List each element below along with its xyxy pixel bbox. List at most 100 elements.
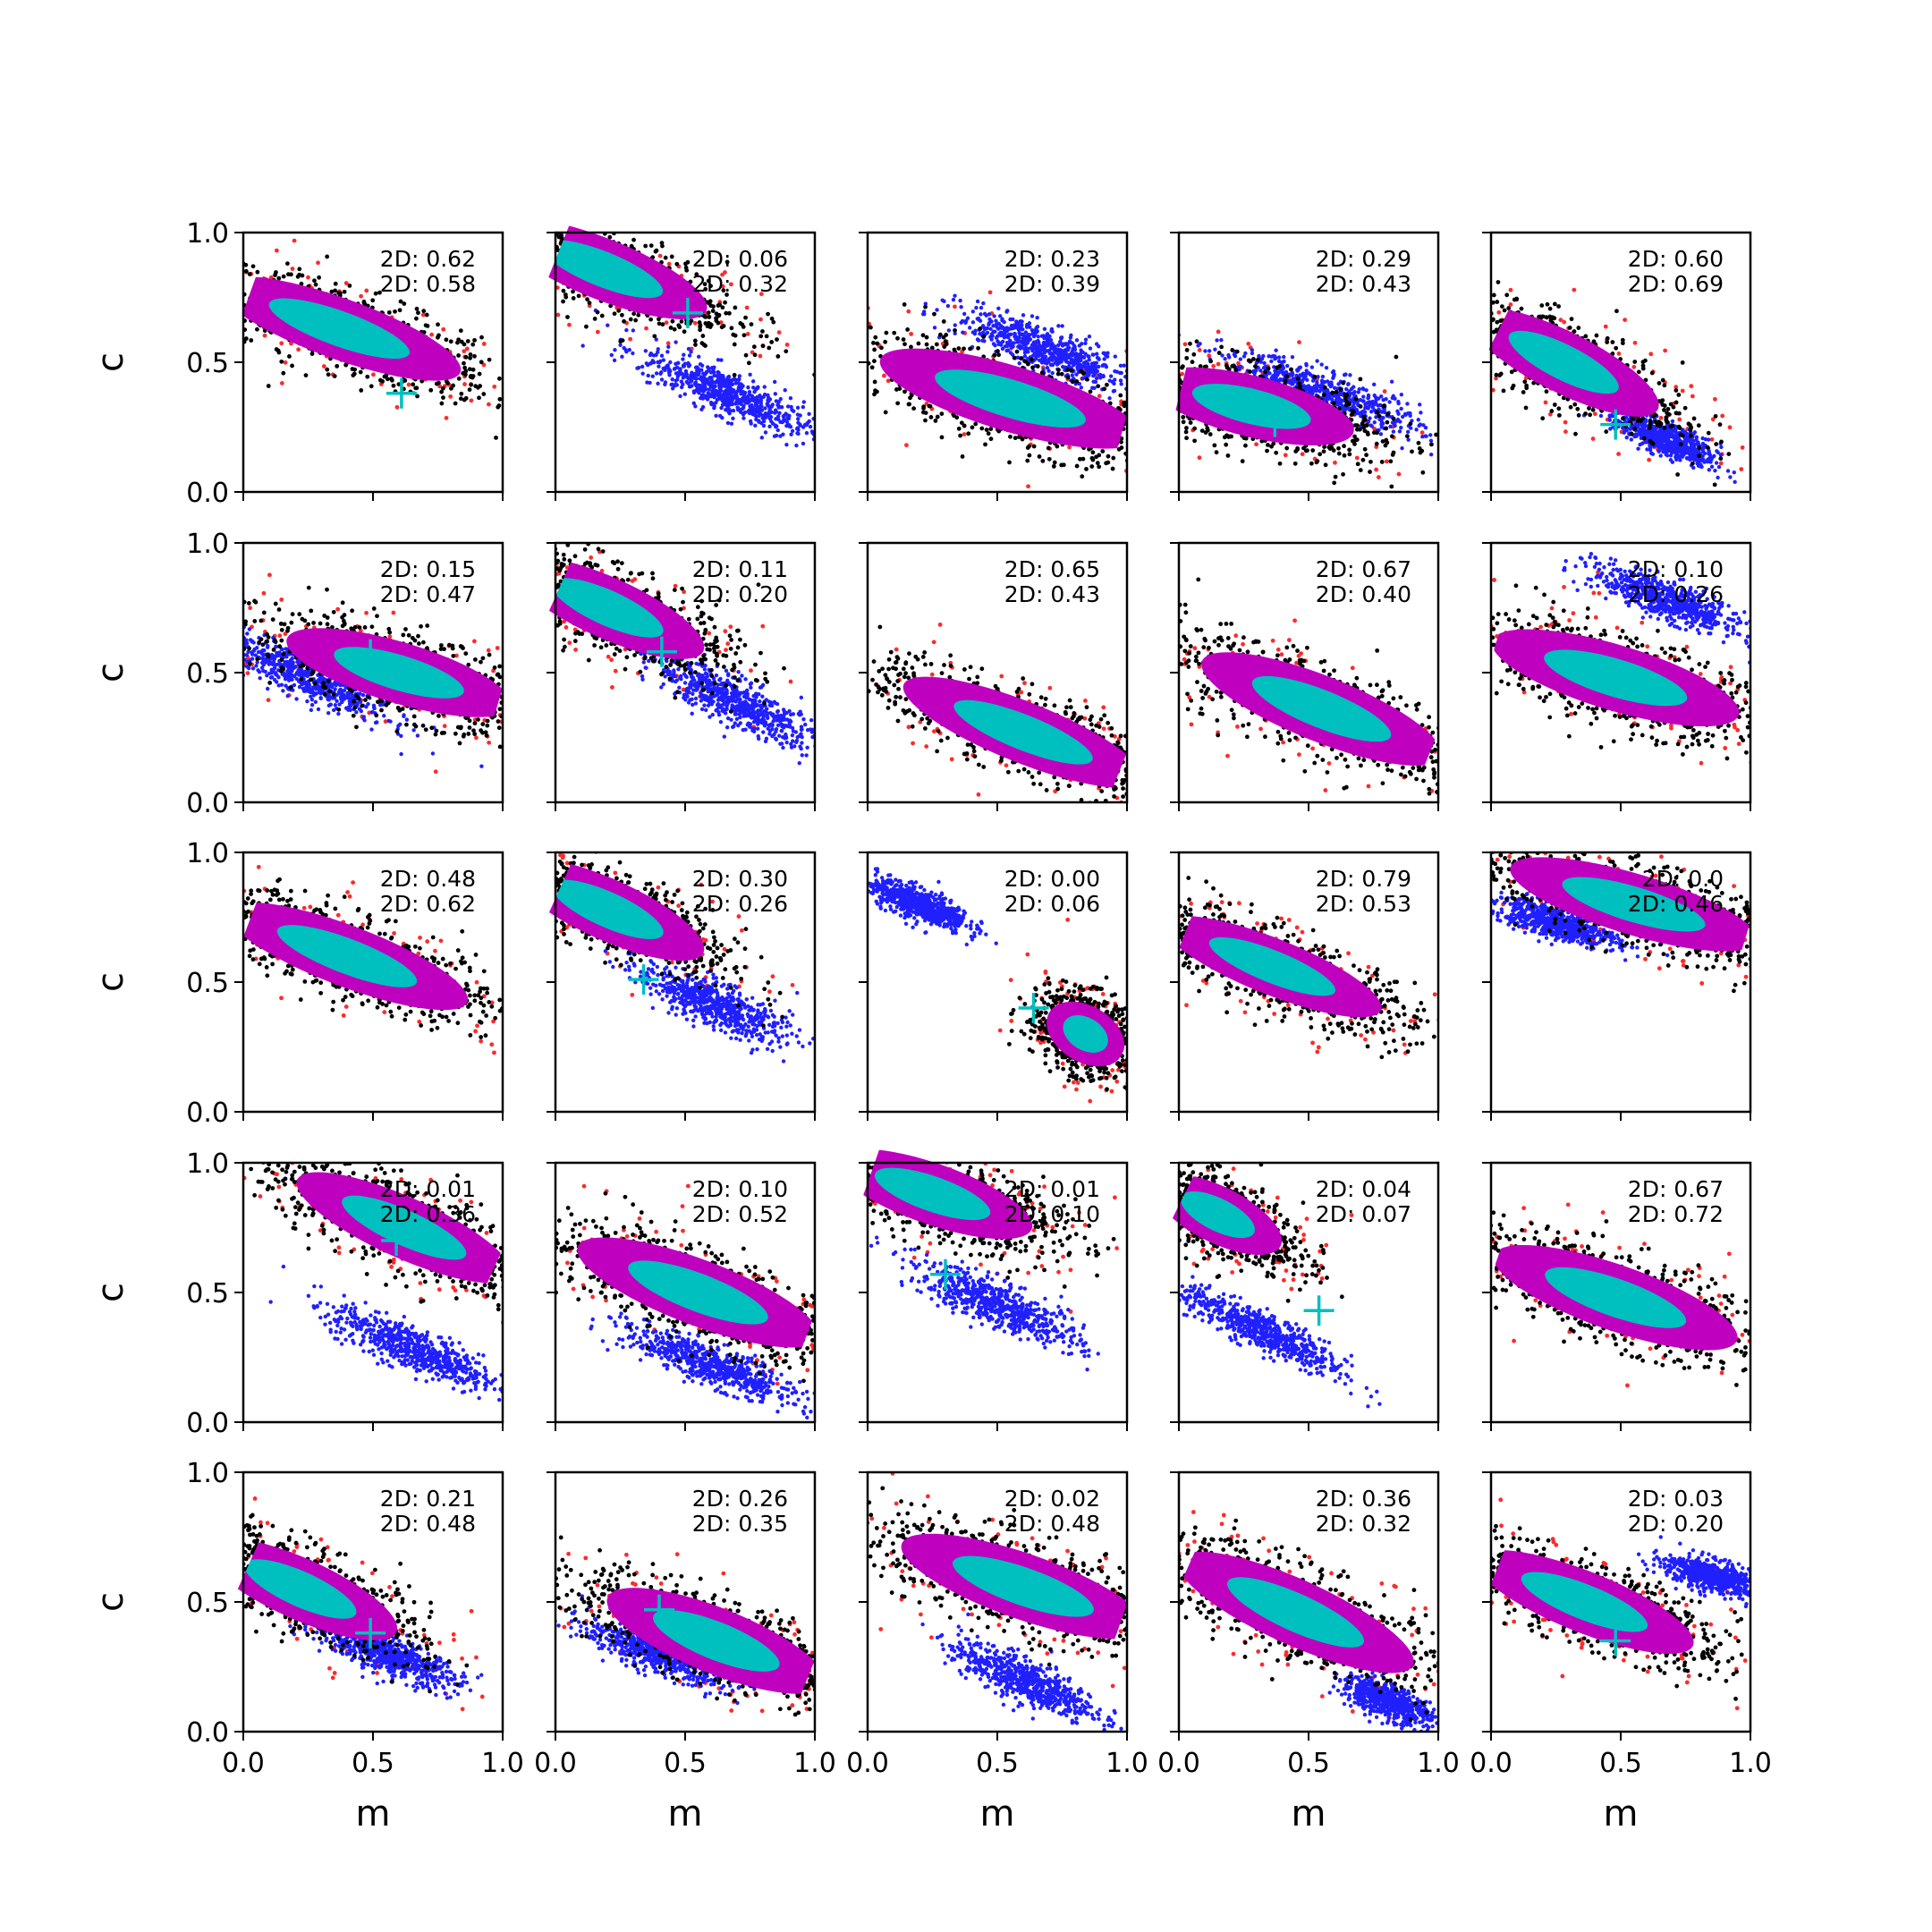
- scatter-point: [1004, 349, 1008, 352]
- scatter-point: [762, 419, 766, 423]
- scatter-point: [613, 348, 616, 352]
- scatter-point: [481, 392, 486, 396]
- scatter-point: [469, 398, 473, 402]
- scatter-point: [977, 317, 980, 320]
- scatter-point: [1119, 440, 1123, 445]
- scatter-point: [610, 353, 614, 357]
- scatter-point: [441, 327, 445, 332]
- scatter-point: [884, 411, 888, 415]
- scatter-point: [1060, 324, 1063, 327]
- scatter-point: [1105, 383, 1109, 387]
- scatter-point: [905, 327, 910, 332]
- scatter-point: [873, 335, 877, 340]
- scatter-point: [921, 312, 925, 316]
- scatter-point: [1070, 369, 1074, 373]
- scatter-point: [693, 382, 697, 386]
- scatter-point: [456, 353, 461, 358]
- scatter-point: [755, 398, 758, 402]
- scatter-point: [1086, 354, 1089, 358]
- scatter-point: [1270, 376, 1274, 379]
- scatter-point: [982, 339, 986, 343]
- scatter-point: [631, 238, 636, 242]
- scatter-point: [665, 364, 669, 368]
- scatter-point: [1219, 338, 1223, 342]
- scatter-point: [708, 387, 711, 391]
- scatter-point: [1119, 371, 1123, 375]
- scatter-point: [636, 313, 640, 318]
- scatter-point: [871, 341, 876, 345]
- scatter-point: [921, 333, 926, 337]
- scatter-point: [976, 346, 980, 351]
- scatter-point: [1010, 326, 1013, 330]
- scatter-point: [1097, 344, 1100, 348]
- scatter-point: [902, 302, 907, 307]
- scatter-point: [317, 275, 321, 280]
- scatter-point: [1088, 335, 1091, 338]
- scatter-point: [449, 339, 453, 343]
- scatter-point: [580, 343, 584, 347]
- scatter-point: [683, 372, 687, 376]
- scatter-point: [733, 334, 738, 338]
- scatter-point: [470, 343, 475, 347]
- scatter-point: [802, 400, 806, 403]
- scatter-point: [724, 408, 727, 411]
- scatter-point: [1097, 373, 1101, 377]
- scatter-point: [1123, 403, 1127, 408]
- scatter-point: [1352, 404, 1355, 408]
- scatter-point: [1094, 380, 1097, 384]
- scatter-point: [693, 343, 698, 347]
- scatter-point: [961, 331, 964, 335]
- scatter-point: [695, 377, 699, 380]
- scatter-point: [684, 266, 689, 270]
- scatter-point: [1361, 387, 1365, 391]
- scatter-point: [992, 342, 996, 345]
- scatter-point: [1305, 378, 1309, 382]
- scatter-point: [701, 372, 705, 376]
- scatter-point: [711, 309, 716, 313]
- scatter-point: [380, 379, 385, 384]
- scatter-point: [776, 428, 780, 432]
- scatter-point: [996, 352, 1001, 357]
- scatter-point: [954, 415, 959, 419]
- scatter-point: [925, 335, 929, 340]
- scatter-point: [274, 270, 278, 275]
- scatter-point: [979, 427, 984, 431]
- scatter-point: [683, 393, 687, 396]
- scatter-point: [464, 355, 469, 360]
- scatter-point: [723, 301, 727, 305]
- scatter-point: [478, 372, 482, 377]
- scatter-point: [1216, 362, 1221, 367]
- scatter-point: [606, 323, 609, 326]
- scatter-point: [999, 324, 1003, 327]
- scatter-point: [958, 434, 962, 438]
- scatter-point: [785, 416, 789, 419]
- scatter-point: [1023, 354, 1027, 358]
- scatter-point: [1081, 371, 1086, 376]
- scatter-point: [1113, 377, 1116, 381]
- scatter-point: [657, 321, 662, 326]
- scatter-point: [1020, 340, 1023, 343]
- scatter-point: [743, 391, 747, 394]
- scatter-point: [1038, 454, 1042, 459]
- scatter-point: [1246, 342, 1250, 346]
- scatter-point: [698, 325, 702, 329]
- scatter-point: [1015, 350, 1020, 354]
- scatter-point: [775, 337, 779, 342]
- scatter-point: [1100, 449, 1105, 453]
- scatter-point: [1101, 364, 1105, 368]
- scatter-point: [439, 402, 444, 406]
- scatter-point: [961, 319, 964, 323]
- scatter-point: [1056, 368, 1061, 372]
- scatter-point: [1075, 464, 1080, 469]
- scatter-point: [577, 293, 581, 298]
- scatter-point: [567, 323, 572, 327]
- scatter-point: [1093, 361, 1097, 365]
- scatter-point: [1013, 335, 1017, 338]
- scatter-point: [715, 374, 718, 377]
- scatter-point: [459, 392, 463, 396]
- scatter-point: [562, 289, 566, 293]
- panel-annotation: 2D: 0.23: [1004, 246, 1100, 272]
- scatter-point: [1095, 352, 1098, 356]
- scatter-point: [1091, 374, 1095, 377]
- scatter-point: [746, 386, 750, 389]
